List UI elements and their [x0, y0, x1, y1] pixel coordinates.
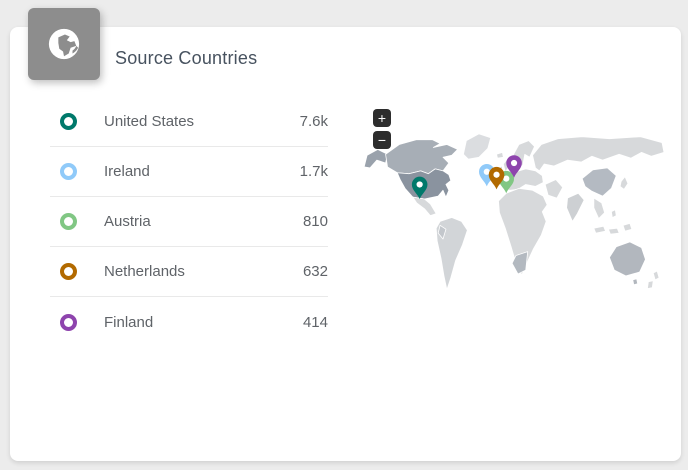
map-region-russia [532, 136, 665, 172]
page-title: Source Countries [115, 48, 258, 68]
country-row[interactable]: Ireland 1.7k [50, 147, 328, 197]
globe-icon-tile [28, 8, 100, 80]
map-region-new-zealand-north [652, 270, 660, 281]
world-map[interactable] [360, 128, 672, 310]
map-pin-hole [510, 159, 518, 167]
country-label: Netherlands [104, 263, 185, 280]
map-region-china [581, 167, 617, 197]
map-region-iceland [496, 151, 504, 159]
map-region-indonesia-1 [593, 225, 606, 234]
zoom-out-button[interactable]: − [373, 131, 391, 149]
map-region-australia [609, 241, 646, 277]
map-region-africa [498, 187, 548, 276]
map-region-indonesia-3 [622, 222, 633, 232]
country-value: 1.7k [299, 163, 328, 180]
map-region-india [566, 192, 585, 222]
map-zoom-controls: + − [373, 109, 391, 149]
map-region-peru [437, 224, 447, 240]
map-region-japan [619, 176, 629, 190]
map-region-south-africa [511, 251, 529, 275]
country-color-ring-icon [60, 313, 77, 331]
map-pin-netherlands[interactable] [488, 166, 505, 190]
country-value: 7.6k [299, 113, 328, 130]
map-region-indonesia-2 [608, 227, 620, 235]
globe-icon [48, 28, 80, 60]
map-pin-hole [503, 175, 510, 182]
map-pin-hole [416, 181, 423, 188]
map-region-mexico [412, 196, 437, 216]
country-value: 810 [302, 213, 328, 230]
country-color-ring-icon [60, 263, 77, 280]
map-region-philippines [610, 209, 617, 218]
country-value: 632 [302, 263, 328, 280]
map-pin-united-states[interactable] [411, 176, 428, 200]
map-pin-hole [483, 168, 490, 175]
country-color-ring-icon [60, 113, 77, 130]
country-label: Austria [104, 213, 151, 230]
map-region-canada [385, 139, 458, 175]
country-row[interactable]: United States 7.6k [50, 97, 328, 147]
country-label: United States [104, 113, 195, 130]
country-color-ring-icon [60, 163, 77, 180]
country-color-ring-icon [60, 213, 77, 230]
country-value: 414 [302, 313, 328, 331]
map-pin-hole [493, 171, 500, 178]
map-region-southeast-asia [593, 197, 605, 219]
map-region-new-zealand-south [647, 280, 654, 289]
zoom-in-button[interactable]: + [373, 109, 391, 127]
country-list: United States 7.6k Ireland 1.7k Austria 810 Ne… [50, 97, 328, 347]
country-label: Ireland [104, 163, 150, 180]
map-region-middle-east [544, 179, 564, 199]
world-map-panel: + − [360, 100, 674, 316]
country-label: Finland [104, 313, 154, 331]
map-region-greenland [463, 133, 492, 160]
map-pin-finland[interactable] [506, 155, 522, 178]
map-region-alaska [363, 149, 388, 169]
country-row[interactable]: Finland 414 [50, 297, 328, 347]
country-row[interactable]: Netherlands 632 [50, 247, 328, 297]
country-row[interactable]: Austria 810 [50, 197, 328, 247]
source-countries-card: Source Countries United States 7.6k Irelan… [10, 27, 681, 461]
map-pins [411, 155, 522, 200]
map-region-tasmania [632, 278, 639, 286]
